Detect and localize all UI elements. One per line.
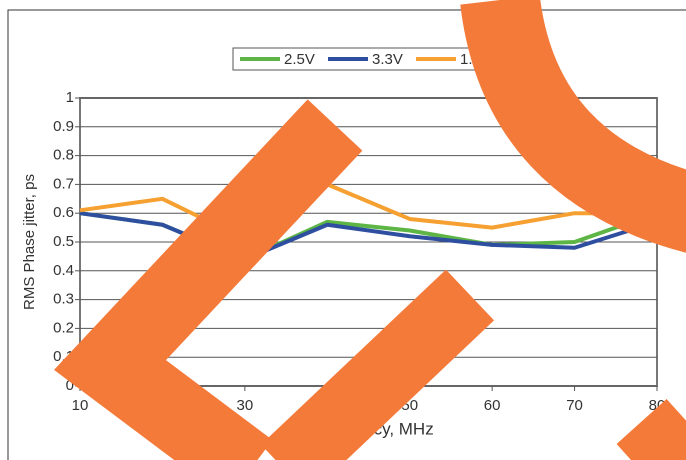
overlay-stroke (54, 99, 363, 460)
overlay-shapes (54, 0, 686, 460)
x-tick-label: 10 (72, 397, 89, 414)
y-tick-label: 0.5 (53, 233, 74, 250)
y-tick-label: 0.6 (53, 204, 74, 221)
series-line (79, 211, 658, 262)
chart-frame (7, 9, 686, 460)
y-tick-label: 0.4 (53, 262, 74, 279)
x-tick-label: 70 (566, 397, 583, 414)
y-tick-label: 0.9 (53, 118, 74, 135)
legend-label: 3.3V (372, 51, 403, 68)
y-tick-label: 0.8 (53, 147, 74, 164)
overlay-stroke (616, 398, 686, 460)
x-tick-label: 30 (237, 397, 254, 414)
y-tick-label: 0 (66, 377, 74, 394)
series-line (79, 182, 657, 242)
x-tick-label: 60 (484, 397, 501, 414)
overlay-stroke (260, 269, 495, 460)
y-axis-label: RMS Phase jitter, ps (21, 174, 38, 310)
y-tick-label: 1 (66, 89, 74, 106)
y-tick-label: 0.7 (53, 175, 74, 192)
overlay-arc (460, 0, 686, 253)
y-tick-label: 0.2 (53, 319, 74, 336)
y-tick-label: 0.3 (53, 291, 74, 308)
legend-label: 2.5V (284, 51, 315, 68)
